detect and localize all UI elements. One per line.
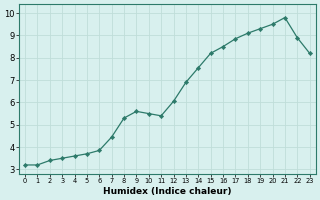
X-axis label: Humidex (Indice chaleur): Humidex (Indice chaleur): [103, 187, 232, 196]
